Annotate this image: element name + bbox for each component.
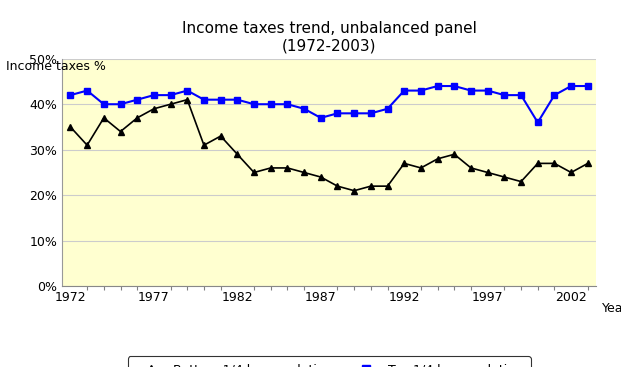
Line: Top 1/4 by population: Top 1/4 by population [67, 83, 591, 126]
Bottom 1/4 by population [568, 170, 575, 175]
Bottom 1/4 by population [534, 161, 542, 166]
Bottom 1/4 by population [467, 166, 474, 170]
Top 1/4 by population [551, 93, 558, 97]
Bottom 1/4 by population [150, 106, 158, 111]
Top 1/4 by population [200, 98, 207, 102]
Top 1/4 by population [484, 88, 491, 93]
Bottom 1/4 by population [350, 189, 358, 193]
Top 1/4 by population [317, 116, 325, 120]
Bottom 1/4 by population [367, 184, 374, 188]
Bottom 1/4 by population [317, 175, 325, 179]
Bottom 1/4 by population [134, 116, 141, 120]
Bottom 1/4 by population [434, 157, 442, 161]
Bottom 1/4 by population [200, 143, 207, 148]
Bottom 1/4 by population [551, 161, 558, 166]
Top 1/4 by population [167, 93, 175, 97]
Bottom 1/4 by population [584, 161, 592, 166]
Top 1/4 by population [467, 88, 474, 93]
Bottom 1/4 by population [184, 98, 191, 102]
Top 1/4 by population [150, 93, 158, 97]
Top 1/4 by population [333, 111, 341, 116]
Top 1/4 by population [401, 88, 408, 93]
Top 1/4 by population [384, 106, 391, 111]
Bottom 1/4 by population [284, 166, 291, 170]
Top 1/4 by population [66, 93, 74, 97]
Bottom 1/4 by population [451, 152, 458, 156]
Bottom 1/4 by population [401, 161, 408, 166]
Bottom 1/4 by population [117, 129, 124, 134]
Top 1/4 by population [434, 84, 442, 88]
Top 1/4 by population [83, 88, 91, 93]
Top 1/4 by population [100, 102, 107, 106]
Top 1/4 by population [451, 84, 458, 88]
Top 1/4 by population [184, 88, 191, 93]
Top 1/4 by population [350, 111, 358, 116]
Bottom 1/4 by population [217, 134, 224, 138]
Text: Income taxes %: Income taxes % [6, 61, 106, 73]
Bottom 1/4 by population [267, 166, 274, 170]
Bottom 1/4 by population [517, 179, 525, 184]
Top 1/4 by population [501, 93, 508, 97]
Legend: Bottom 1/4 by population, Top 1/4 by population: Bottom 1/4 by population, Top 1/4 by pop… [128, 356, 530, 367]
Bottom 1/4 by population [417, 166, 425, 170]
Top 1/4 by population [534, 120, 542, 125]
Bottom 1/4 by population [233, 152, 241, 156]
Title: Income taxes trend, unbalanced panel
(1972-2003): Income taxes trend, unbalanced panel (19… [182, 21, 476, 53]
Top 1/4 by population [250, 102, 258, 106]
Bottom 1/4 by population [301, 170, 308, 175]
Line: Bottom 1/4 by population: Bottom 1/4 by population [67, 96, 591, 194]
Top 1/4 by population [301, 106, 308, 111]
Top 1/4 by population [284, 102, 291, 106]
Bottom 1/4 by population [83, 143, 91, 148]
Top 1/4 by population [417, 88, 425, 93]
Bottom 1/4 by population [501, 175, 508, 179]
Top 1/4 by population [367, 111, 374, 116]
Top 1/4 by population [584, 84, 592, 88]
Text: Year: Year [602, 302, 621, 315]
Bottom 1/4 by population [100, 116, 107, 120]
Bottom 1/4 by population [167, 102, 175, 106]
Bottom 1/4 by population [66, 125, 74, 129]
Bottom 1/4 by population [384, 184, 391, 188]
Bottom 1/4 by population [250, 170, 258, 175]
Top 1/4 by population [568, 84, 575, 88]
Bottom 1/4 by population [484, 170, 491, 175]
Top 1/4 by population [117, 102, 124, 106]
Top 1/4 by population [233, 98, 241, 102]
Top 1/4 by population [517, 93, 525, 97]
Top 1/4 by population [134, 98, 141, 102]
Top 1/4 by population [217, 98, 224, 102]
Top 1/4 by population [267, 102, 274, 106]
Bottom 1/4 by population [333, 184, 341, 188]
